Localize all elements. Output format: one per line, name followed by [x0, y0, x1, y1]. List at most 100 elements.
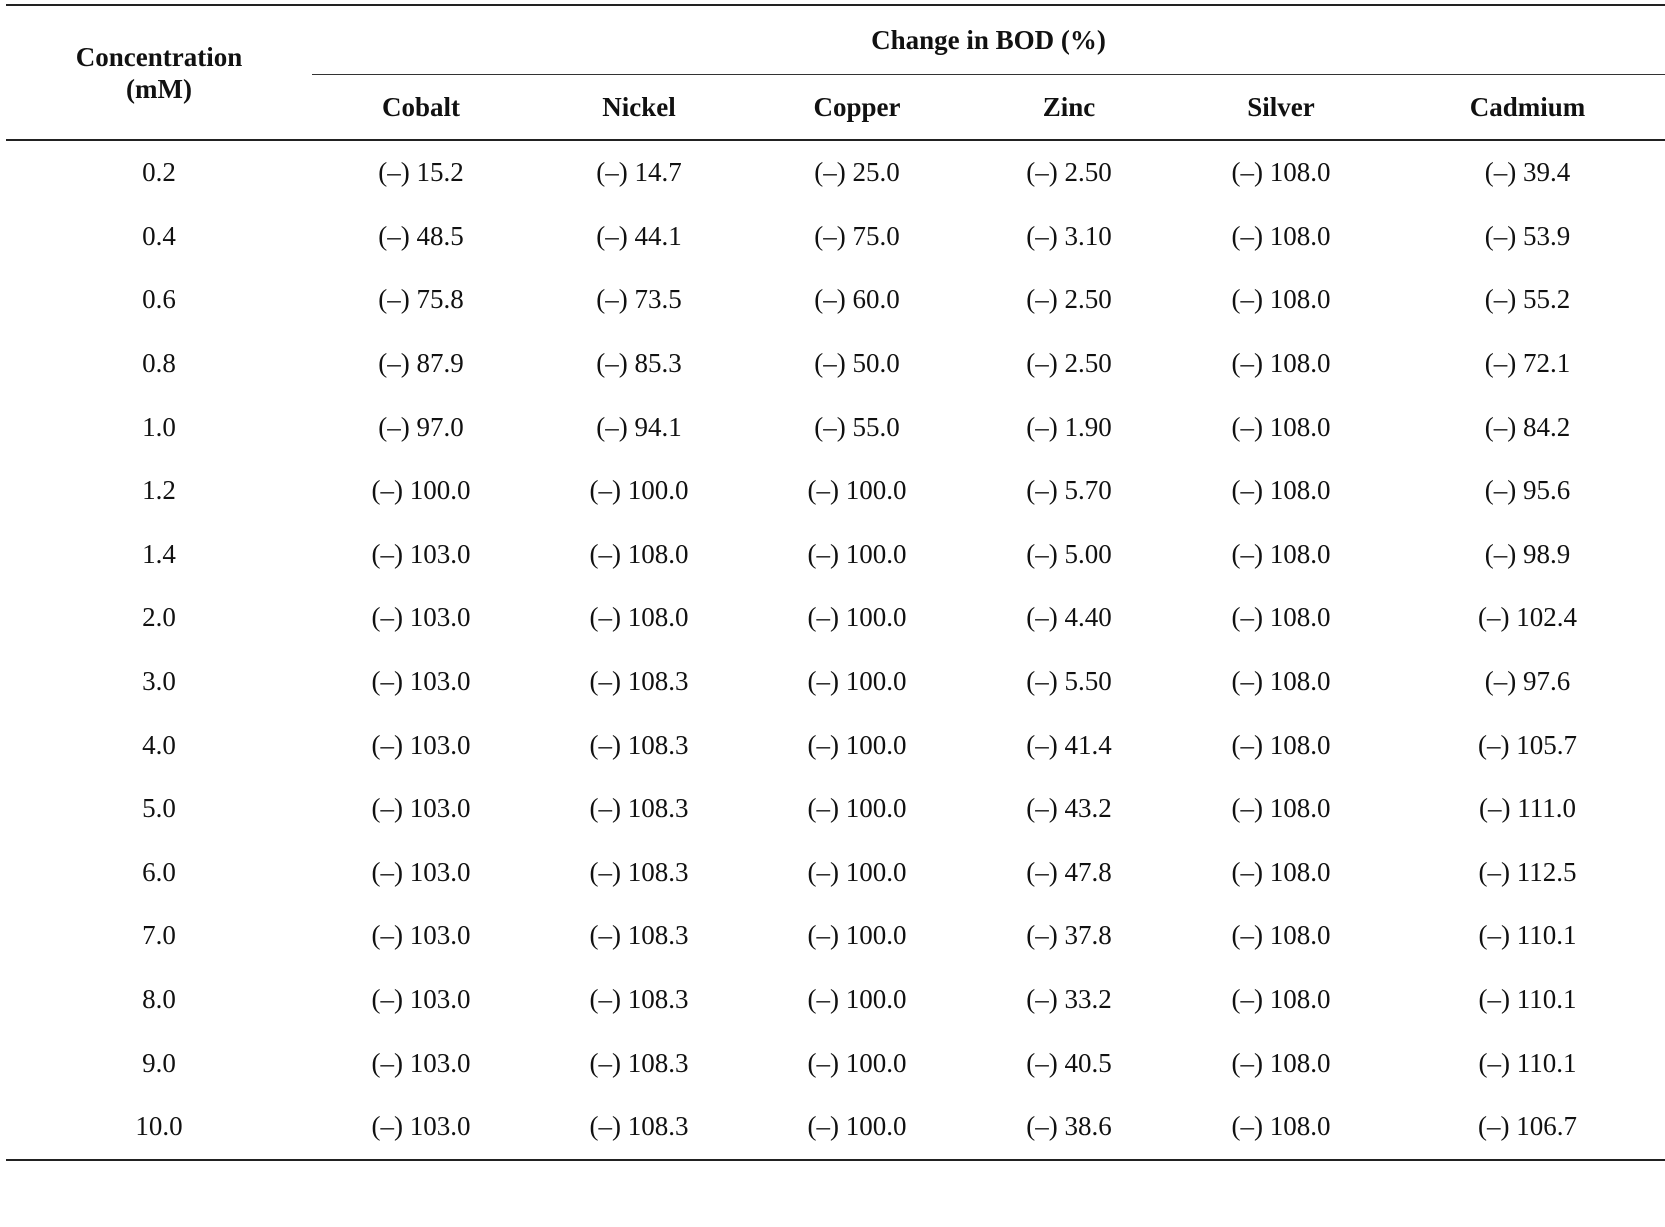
bod-change-table: Concentration (mM) Change in BOD (%) Cob…: [6, 4, 1665, 1161]
value-cell-zinc: (–) 41.4: [1026, 729, 1112, 760]
concentration-cell: 5.0: [142, 793, 176, 824]
value-cell-cadmium: (–) 39.4: [1484, 157, 1571, 188]
table-row: 1.0 (–) 97.0 (–) 94.1 (–) 55.0 (–) 1.90 (–) 1…: [6, 395, 1665, 459]
table-row: 10.0 (–) 103.0 (–) 108.3 (–) 100.0 (–) 38.6 (…: [6, 1095, 1665, 1160]
value-cell-cadmium: (–) 55.2: [1484, 284, 1571, 315]
value-cell-nickel: (–) 108.3: [589, 793, 689, 824]
concentration-cell: 2.0: [142, 602, 176, 633]
value-cell-copper: (–) 100.0: [807, 1111, 907, 1142]
value-cell-zinc: (–) 33.2: [1026, 984, 1112, 1015]
value-cell-nickel: (–) 94.1: [596, 411, 682, 442]
value-cell-copper: (–) 75.0: [814, 220, 900, 251]
value-cell-silver: (–) 108.0: [1231, 284, 1331, 315]
value-cell-cobalt: (–) 48.5: [378, 220, 464, 251]
table-row: 5.0 (–) 103.0 (–) 108.3 (–) 100.0 (–) 43.2 (–…: [6, 777, 1665, 841]
value-cell-cobalt: (–) 103.0: [371, 1047, 471, 1078]
value-cell-nickel: (–) 73.5: [596, 284, 682, 315]
table-body: 0.2 (–) 15.2 (–) 14.7 (–) 25.0 (–) 2.50 (–) 1…: [6, 140, 1665, 1160]
value-cell-copper: (–) 100.0: [807, 475, 907, 506]
value-cell-zinc: (–) 43.2: [1026, 793, 1112, 824]
table-row: 0.2 (–) 15.2 (–) 14.7 (–) 25.0 (–) 2.50 (–) 1…: [6, 140, 1665, 205]
table-row: 0.8 (–) 87.9 (–) 85.3 (–) 50.0 (–) 2.50 (–) 1…: [6, 332, 1665, 396]
concentration-header-unit: (mM): [126, 73, 192, 104]
concentration-cell: 10.0: [135, 1111, 183, 1142]
value-cell-cadmium: (–) 110.1: [1478, 920, 1577, 951]
value-cell-nickel: (–) 108.3: [589, 920, 689, 951]
value-cell-silver: (–) 108.0: [1231, 1111, 1331, 1142]
table-row: 3.0 (–) 103.0 (–) 108.3 (–) 100.0 (–) 5.50 (–…: [6, 650, 1665, 714]
table-row: 0.4 (–) 48.5 (–) 44.1 (–) 75.0 (–) 3.10 (–) 1…: [6, 205, 1665, 269]
value-cell-nickel: (–) 108.3: [589, 1047, 689, 1078]
concentration-cell: 0.6: [142, 284, 176, 315]
value-cell-silver: (–) 108.0: [1231, 538, 1331, 569]
value-cell-copper: (–) 100.0: [807, 538, 907, 569]
concentration-cell: 8.0: [142, 984, 176, 1015]
value-cell-cobalt: (–) 103.0: [371, 920, 471, 951]
value-cell-silver: (–) 108.0: [1231, 984, 1331, 1015]
concentration-cell: 4.0: [142, 729, 176, 760]
value-cell-nickel: (–) 14.7: [596, 157, 682, 188]
value-cell-cadmium: (–) 110.1: [1478, 984, 1577, 1015]
value-cell-zinc: (–) 5.50: [1026, 666, 1112, 697]
value-cell-zinc: (–) 5.00: [1026, 538, 1112, 569]
value-cell-cadmium: (–) 110.1: [1478, 1047, 1577, 1078]
value-cell-cadmium: (–) 72.1: [1484, 348, 1571, 379]
value-cell-zinc: (–) 2.50: [1026, 348, 1112, 379]
column-header-copper: Copper: [748, 74, 966, 141]
value-cell-nickel: (–) 44.1: [596, 220, 682, 251]
value-cell-silver: (–) 108.0: [1231, 793, 1331, 824]
value-cell-nickel: (–) 108.0: [589, 602, 689, 633]
concentration-cell: 3.0: [142, 666, 176, 697]
concentration-cell: 1.2: [142, 475, 176, 506]
value-cell-cadmium: (–) 112.5: [1478, 856, 1577, 887]
value-cell-zinc: (–) 2.50: [1026, 157, 1112, 188]
concentration-cell: 7.0: [142, 920, 176, 951]
value-cell-cadmium: (–) 105.7: [1478, 729, 1577, 760]
concentration-header-label: Concentration: [75, 41, 243, 72]
value-cell-silver: (–) 108.0: [1231, 856, 1331, 887]
value-cell-cobalt: (–) 103.0: [371, 729, 471, 760]
value-cell-silver: (–) 108.0: [1231, 1047, 1331, 1078]
value-cell-silver: (–) 108.0: [1231, 348, 1331, 379]
value-cell-cadmium: (–) 98.9: [1484, 538, 1571, 569]
concentration-cell: 9.0: [142, 1047, 176, 1078]
value-cell-copper: (–) 100.0: [807, 920, 907, 951]
value-cell-silver: (–) 108.0: [1231, 920, 1331, 951]
value-cell-cobalt: (–) 103.0: [371, 984, 471, 1015]
value-cell-copper: (–) 100.0: [807, 793, 907, 824]
column-header-cadmium: Cadmium: [1390, 74, 1665, 141]
value-cell-cobalt: (–) 87.9: [378, 348, 464, 379]
concentration-header: Concentration (mM): [6, 5, 312, 141]
value-cell-silver: (–) 108.0: [1231, 729, 1331, 760]
value-cell-zinc: (–) 3.10: [1026, 220, 1112, 251]
value-cell-zinc: (–) 37.8: [1026, 920, 1112, 951]
value-cell-cobalt: (–) 97.0: [378, 411, 464, 442]
column-header-cobalt: Cobalt: [312, 74, 530, 141]
table-row: 1.2 (–) 100.0 (–) 100.0 (–) 100.0 (–) 5.70 (–…: [6, 459, 1665, 523]
concentration-cell: 0.4: [142, 220, 176, 251]
value-cell-copper: (–) 100.0: [807, 1047, 907, 1078]
table-row: 0.6 (–) 75.8 (–) 73.5 (–) 60.0 (–) 2.50 (–) 1…: [6, 268, 1665, 332]
value-cell-silver: (–) 108.0: [1231, 666, 1331, 697]
concentration-cell: 1.4: [142, 538, 176, 569]
value-cell-nickel: (–) 108.3: [589, 856, 689, 887]
table-row: 4.0 (–) 103.0 (–) 108.3 (–) 100.0 (–) 41.4 (–…: [6, 713, 1665, 777]
value-cell-cobalt: (–) 103.0: [371, 666, 471, 697]
value-cell-cobalt: (–) 103.0: [371, 538, 471, 569]
value-cell-cobalt: (–) 103.0: [371, 793, 471, 824]
bod-group-header: Change in BOD (%): [312, 5, 1665, 75]
table-row: 9.0 (–) 103.0 (–) 108.3 (–) 100.0 (–) 40.5 (–…: [6, 1031, 1665, 1095]
table-row: 2.0 (–) 103.0 (–) 108.0 (–) 100.0 (–) 4.40 (–…: [6, 586, 1665, 650]
value-cell-nickel: (–) 108.0: [589, 538, 689, 569]
table-row: 7.0 (–) 103.0 (–) 108.3 (–) 100.0 (–) 37.8 (–…: [6, 904, 1665, 968]
header-row-group: Concentration (mM) Change in BOD (%): [6, 5, 1665, 141]
value-cell-cobalt: (–) 100.0: [371, 475, 471, 506]
value-cell-nickel: (–) 85.3: [596, 348, 682, 379]
table-row: 8.0 (–) 103.0 (–) 108.3 (–) 100.0 (–) 33.2 (–…: [6, 968, 1665, 1032]
value-cell-silver: (–) 108.0: [1231, 220, 1331, 251]
value-cell-cadmium: (–) 53.9: [1484, 220, 1571, 251]
value-cell-zinc: (–) 38.6: [1026, 1111, 1112, 1142]
value-cell-cobalt: (–) 103.0: [371, 602, 471, 633]
value-cell-copper: (–) 60.0: [814, 284, 900, 315]
value-cell-cobalt: (–) 103.0: [371, 856, 471, 887]
